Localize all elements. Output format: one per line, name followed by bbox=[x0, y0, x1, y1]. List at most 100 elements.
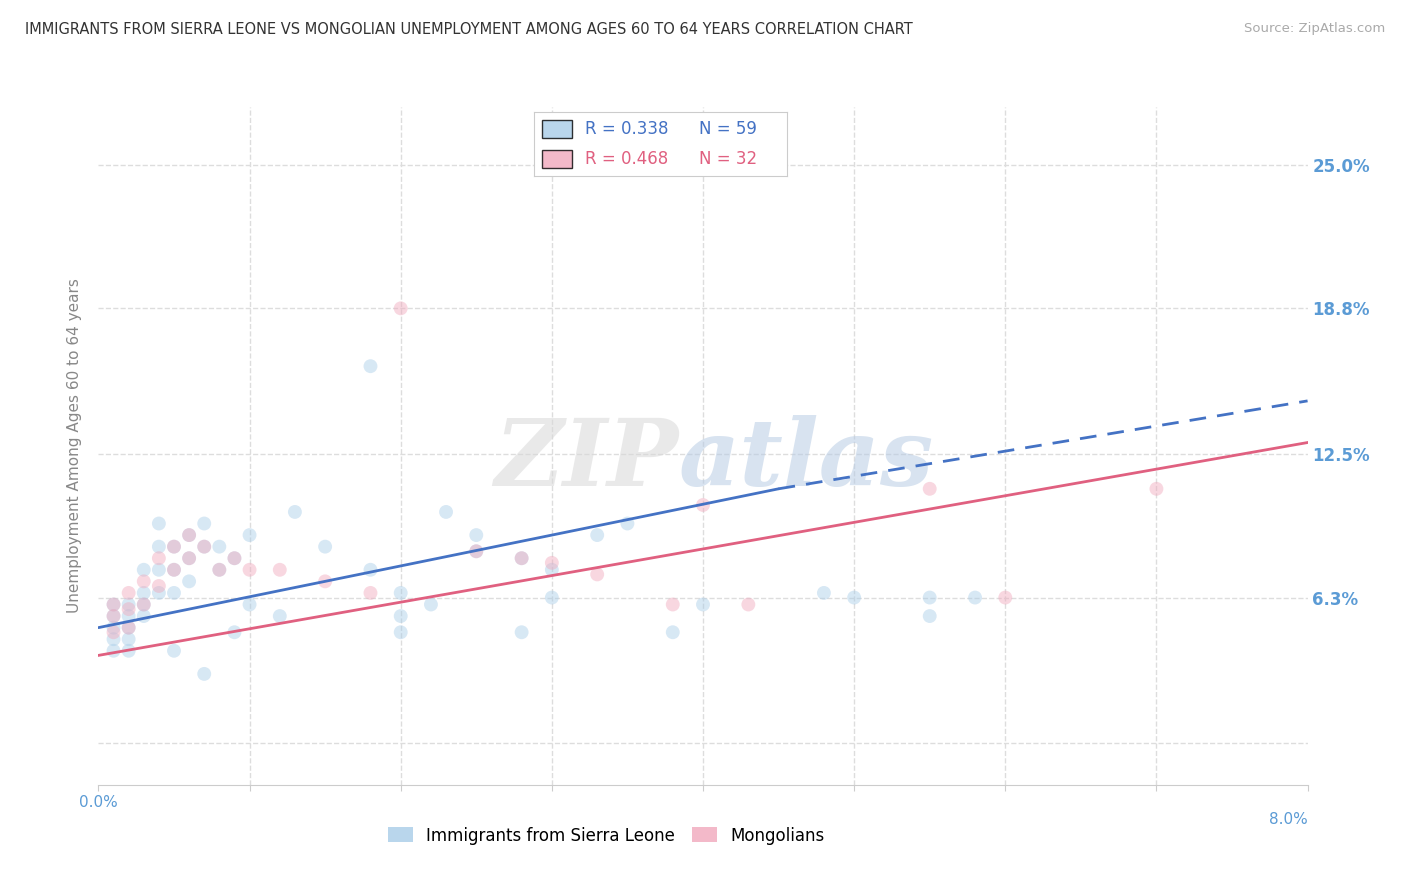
Point bbox=[737, 598, 759, 612]
Text: atlas: atlas bbox=[679, 415, 934, 505]
Point bbox=[179, 528, 201, 542]
Point bbox=[434, 505, 457, 519]
Point bbox=[813, 586, 835, 600]
Point bbox=[420, 598, 443, 612]
Point bbox=[360, 359, 382, 374]
Point bbox=[844, 591, 866, 605]
Point bbox=[389, 625, 412, 640]
Point bbox=[224, 551, 246, 566]
Point bbox=[540, 556, 562, 570]
Point bbox=[540, 591, 562, 605]
Point bbox=[314, 574, 336, 589]
Point bbox=[586, 567, 609, 582]
Point bbox=[103, 598, 125, 612]
Text: R = 0.468: R = 0.468 bbox=[585, 150, 668, 168]
Point bbox=[540, 563, 562, 577]
Point bbox=[193, 540, 215, 554]
Point bbox=[118, 598, 141, 612]
Point bbox=[179, 551, 201, 566]
Point bbox=[148, 579, 170, 593]
Point bbox=[103, 609, 125, 624]
Point bbox=[193, 516, 215, 531]
Point bbox=[103, 625, 125, 640]
Point bbox=[118, 609, 141, 624]
Point bbox=[239, 528, 262, 542]
Point bbox=[118, 586, 141, 600]
Point bbox=[510, 625, 533, 640]
Point bbox=[269, 609, 291, 624]
Point bbox=[389, 301, 412, 316]
Point bbox=[510, 551, 533, 566]
Point bbox=[360, 563, 382, 577]
Point bbox=[1146, 482, 1168, 496]
FancyBboxPatch shape bbox=[541, 150, 572, 168]
Point bbox=[661, 598, 683, 612]
Point bbox=[269, 563, 291, 577]
FancyBboxPatch shape bbox=[541, 120, 572, 138]
Point bbox=[132, 598, 155, 612]
Point bbox=[239, 598, 262, 612]
Point bbox=[224, 551, 246, 566]
Point bbox=[179, 574, 201, 589]
Point bbox=[163, 563, 186, 577]
Point bbox=[692, 598, 714, 612]
Point bbox=[163, 644, 186, 658]
Point bbox=[918, 482, 941, 496]
Point bbox=[692, 498, 714, 512]
Point bbox=[193, 666, 215, 681]
Point bbox=[118, 602, 141, 616]
Point bbox=[118, 621, 141, 635]
Point bbox=[616, 516, 638, 531]
Text: ZIP: ZIP bbox=[495, 415, 679, 505]
Point bbox=[118, 644, 141, 658]
Point bbox=[132, 609, 155, 624]
Point bbox=[148, 586, 170, 600]
Text: IMMIGRANTS FROM SIERRA LEONE VS MONGOLIAN UNEMPLOYMENT AMONG AGES 60 TO 64 YEARS: IMMIGRANTS FROM SIERRA LEONE VS MONGOLIA… bbox=[25, 22, 912, 37]
Point bbox=[208, 540, 231, 554]
Point bbox=[586, 528, 609, 542]
Point bbox=[118, 632, 141, 647]
Point bbox=[224, 625, 246, 640]
Point bbox=[661, 625, 683, 640]
Point bbox=[118, 621, 141, 635]
Point bbox=[965, 591, 987, 605]
Text: 8.0%: 8.0% bbox=[1268, 812, 1308, 827]
Point bbox=[179, 528, 201, 542]
Point bbox=[148, 516, 170, 531]
Point bbox=[103, 609, 125, 624]
Point bbox=[103, 632, 125, 647]
Point bbox=[360, 586, 382, 600]
Point bbox=[389, 586, 412, 600]
Y-axis label: Unemployment Among Ages 60 to 64 years: Unemployment Among Ages 60 to 64 years bbox=[67, 278, 83, 614]
Point bbox=[132, 563, 155, 577]
Point bbox=[132, 586, 155, 600]
Point bbox=[148, 563, 170, 577]
Point bbox=[994, 591, 1017, 605]
Text: N = 32: N = 32 bbox=[699, 150, 756, 168]
Point bbox=[208, 563, 231, 577]
Point bbox=[148, 551, 170, 566]
Point bbox=[208, 563, 231, 577]
Point bbox=[179, 551, 201, 566]
Point bbox=[132, 598, 155, 612]
Text: R = 0.338: R = 0.338 bbox=[585, 120, 668, 138]
Point bbox=[103, 644, 125, 658]
Text: N = 59: N = 59 bbox=[699, 120, 756, 138]
Point bbox=[510, 551, 533, 566]
Point bbox=[314, 540, 336, 554]
Point bbox=[148, 540, 170, 554]
Point bbox=[163, 540, 186, 554]
Point bbox=[103, 598, 125, 612]
Point bbox=[163, 540, 186, 554]
Point bbox=[163, 563, 186, 577]
Point bbox=[918, 591, 941, 605]
Text: Source: ZipAtlas.com: Source: ZipAtlas.com bbox=[1244, 22, 1385, 36]
Point bbox=[918, 609, 941, 624]
Point bbox=[465, 544, 488, 558]
Point bbox=[132, 574, 155, 589]
Point bbox=[239, 563, 262, 577]
Point bbox=[465, 544, 488, 558]
Point bbox=[389, 609, 412, 624]
Point bbox=[103, 621, 125, 635]
Point bbox=[163, 586, 186, 600]
